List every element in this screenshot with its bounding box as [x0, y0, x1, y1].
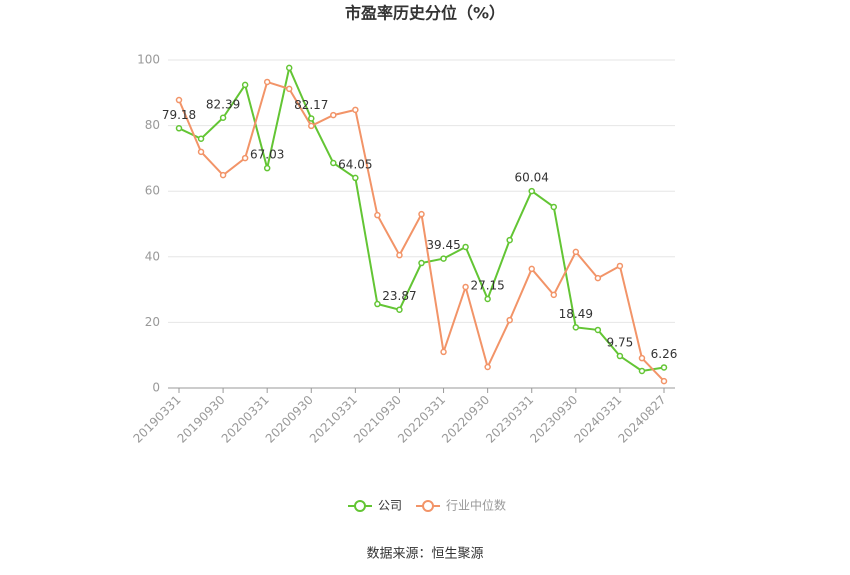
data-label: 64.05 — [338, 157, 372, 171]
point — [506, 236, 513, 244]
point — [197, 135, 205, 142]
point — [638, 367, 646, 375]
point — [396, 251, 403, 259]
data-label: 79.18 — [162, 108, 196, 122]
data-label: 6.26 — [651, 347, 678, 361]
data-label: 60.04 — [515, 171, 549, 185]
point — [462, 283, 469, 291]
series-line — [178, 80, 665, 382]
point — [308, 122, 315, 130]
legend-label: 公司 — [378, 499, 402, 513]
point — [374, 300, 381, 308]
point — [285, 85, 293, 93]
point — [418, 210, 425, 218]
point — [550, 291, 558, 299]
point — [175, 125, 183, 132]
point — [241, 154, 249, 162]
point — [440, 348, 447, 356]
y-tick-label: 60 — [145, 184, 160, 198]
point — [352, 174, 359, 182]
point — [660, 364, 668, 371]
point — [484, 295, 491, 303]
point — [175, 96, 183, 104]
point — [616, 352, 624, 360]
point — [352, 106, 359, 114]
x-tick-label: 20240827 — [616, 393, 669, 446]
point — [660, 377, 668, 385]
data-label: 9.75 — [607, 336, 634, 350]
point — [484, 363, 491, 371]
point — [263, 78, 271, 86]
y-tick-label: 20 — [145, 315, 160, 329]
point — [330, 159, 337, 167]
point — [241, 81, 249, 89]
point — [263, 164, 271, 172]
data-label: 82.39 — [206, 97, 240, 111]
point — [197, 148, 205, 156]
point — [506, 316, 513, 324]
point — [330, 111, 337, 119]
point — [308, 115, 315, 122]
point — [528, 187, 535, 195]
point — [219, 171, 227, 179]
chart-title: 市盈率历史分位（%） — [345, 4, 505, 23]
point — [550, 203, 558, 211]
point — [418, 259, 425, 267]
legend-marker — [354, 500, 366, 512]
point — [285, 64, 293, 72]
point — [374, 211, 381, 219]
y-tick-label: 100 — [137, 53, 160, 67]
point — [219, 114, 227, 122]
data-label: 18.49 — [559, 307, 593, 321]
point — [440, 255, 447, 262]
data-label: 39.45 — [426, 238, 460, 252]
data-label: 23.87 — [382, 289, 416, 303]
point — [594, 326, 602, 334]
data-label: 82.17 — [294, 98, 328, 112]
y-tick-label: 0 — [152, 381, 160, 395]
data-label: 67.03 — [250, 148, 284, 162]
point — [638, 354, 646, 362]
data-label: 27.15 — [470, 278, 504, 292]
point — [572, 324, 580, 331]
point — [528, 265, 535, 273]
legend-label: 行业中位数 — [446, 498, 506, 513]
source-note: 数据来源：恒生聚源 — [366, 547, 483, 562]
point — [396, 306, 403, 313]
y-tick-label: 80 — [145, 118, 160, 132]
y-tick-label: 40 — [145, 249, 160, 263]
point — [572, 248, 580, 256]
point — [594, 274, 602, 282]
legend-marker — [422, 500, 435, 512]
point — [616, 262, 624, 270]
point — [462, 243, 469, 251]
